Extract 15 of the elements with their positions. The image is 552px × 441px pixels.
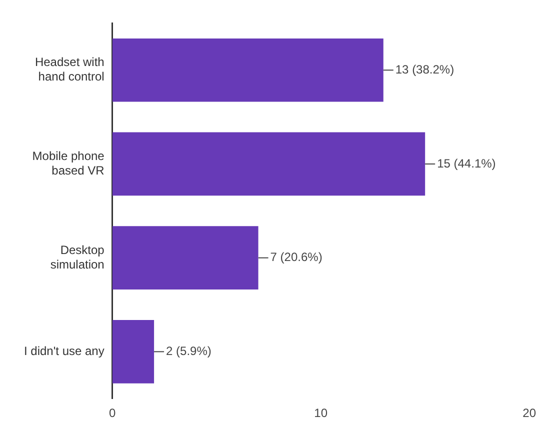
bar xyxy=(112,320,154,384)
x-tick-label: 20 xyxy=(522,406,536,420)
bar xyxy=(112,226,258,290)
y-tick-label: Mobile phone based VR xyxy=(32,149,105,178)
y-tick-label: Desktop simulation xyxy=(50,242,105,272)
y-tick-label: Headset with hand control xyxy=(34,55,104,84)
bar xyxy=(112,38,384,102)
x-tick-label: 0 xyxy=(109,406,116,420)
data-label: 7 (20.6%) xyxy=(270,250,322,264)
bar xyxy=(112,132,426,196)
data-label: 2 (5.9%) xyxy=(166,344,212,358)
data-label: 13 (38.2%) xyxy=(395,62,454,76)
y-tick-label: I didn't use any xyxy=(24,344,104,358)
x-tick-label: 10 xyxy=(314,406,328,420)
data-label: 15 (44.1%) xyxy=(437,156,496,170)
